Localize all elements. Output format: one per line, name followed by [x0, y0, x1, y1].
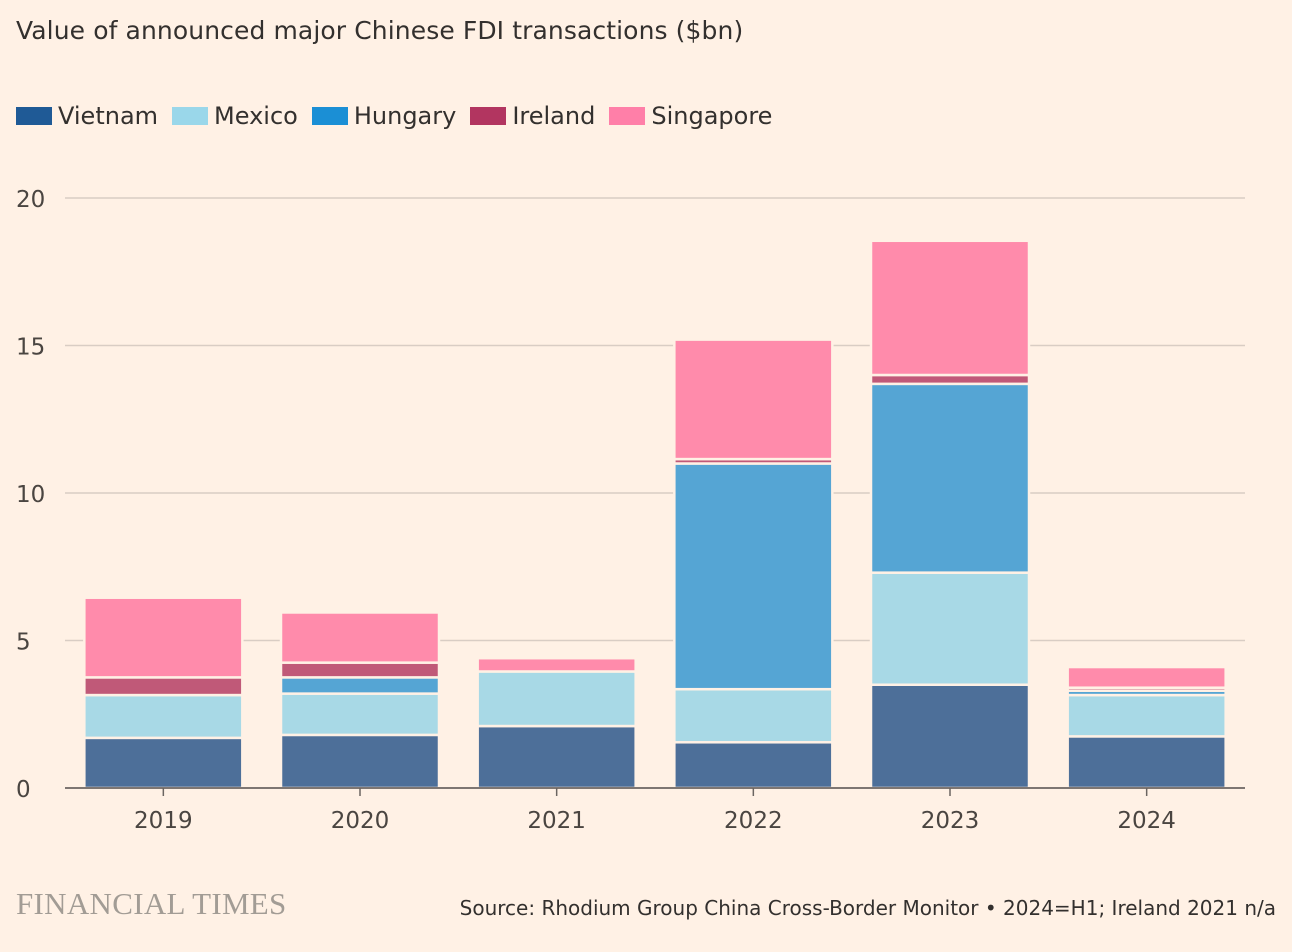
legend-swatch — [311, 107, 348, 125]
chart-plot: 0 5 10 15 20 2019 2020 2021 2022 2023 2024 — [16, 187, 1245, 834]
bar-mexico-2020 — [279, 692, 441, 737]
bar-vietnam-2020 — [279, 733, 441, 790]
chart-title: Value of announced major Chinese FDI tra… — [16, 16, 744, 45]
x-tick-label: 2024 — [1117, 808, 1176, 834]
bar-singapore-2019 — [83, 596, 244, 679]
legend-swatch — [16, 107, 52, 125]
bar-hungary-2022 — [673, 462, 834, 691]
x-tick-label: 2021 — [527, 808, 586, 834]
y-tick-label: 15 — [16, 335, 45, 361]
bar-hungary-2023 — [869, 382, 1031, 574]
bar-ireland-2023 — [869, 373, 1031, 386]
legend-label: Singapore — [651, 102, 773, 130]
bar-mexico-2023 — [869, 571, 1031, 687]
bar-mexico-2022 — [673, 687, 834, 744]
legend-label: Hungary — [353, 102, 457, 130]
chart-legend: Vietnam Mexico Hungary Ireland Singapore — [16, 102, 786, 130]
bar-vietnam-2024 — [1066, 735, 1227, 790]
legend-label: Vietnam — [58, 102, 159, 130]
bar-singapore-2022 — [673, 338, 834, 461]
bar-vietnam-2022 — [673, 741, 834, 790]
y-tick-label: 5 — [16, 630, 31, 656]
bar-hungary-2020 — [279, 676, 441, 695]
x-tick-label: 2023 — [921, 808, 980, 834]
legend-item-vietnam: Vietnam — [16, 102, 158, 130]
legend-label: Mexico — [214, 102, 298, 130]
y-tick-label: 20 — [16, 187, 45, 213]
legend-item-hungary: Hungary — [311, 102, 457, 130]
source-note: Source: Rhodium Group China Cross-Border… — [459, 896, 1276, 920]
legend-item-singapore: Singapore — [609, 102, 772, 130]
y-tick-label: 0 — [16, 777, 31, 803]
y-tick-label: 10 — [16, 482, 45, 508]
bar-mexico-2024 — [1066, 693, 1227, 738]
x-tick-label: 2019 — [134, 808, 193, 834]
bar-ireland-2020 — [279, 661, 441, 679]
legend-item-ireland: Ireland — [470, 102, 595, 130]
x-tick-label: 2020 — [331, 808, 390, 834]
bar-vietnam-2023 — [869, 683, 1031, 790]
bar-mexico-2021 — [476, 670, 637, 728]
bar-ireland-2019 — [83, 676, 244, 697]
bar-vietnam-2019 — [83, 736, 244, 790]
legend-item-mexico: Mexico — [172, 102, 298, 130]
bar-vietnam-2021 — [476, 724, 637, 790]
legend-swatch — [172, 107, 209, 125]
bar-singapore-2020 — [279, 611, 441, 664]
legend-label: Ireland — [512, 102, 596, 130]
bar-singapore-2024 — [1066, 665, 1227, 689]
legend-swatch — [609, 107, 646, 125]
x-tick-label: 2022 — [724, 808, 783, 834]
bar-singapore-2021 — [476, 656, 637, 673]
bar-singapore-2023 — [869, 239, 1031, 377]
legend-swatch — [470, 107, 507, 125]
ft-brand-logo: FINANCIAL TIMES — [16, 886, 287, 921]
bar-mexico-2019 — [83, 693, 244, 740]
